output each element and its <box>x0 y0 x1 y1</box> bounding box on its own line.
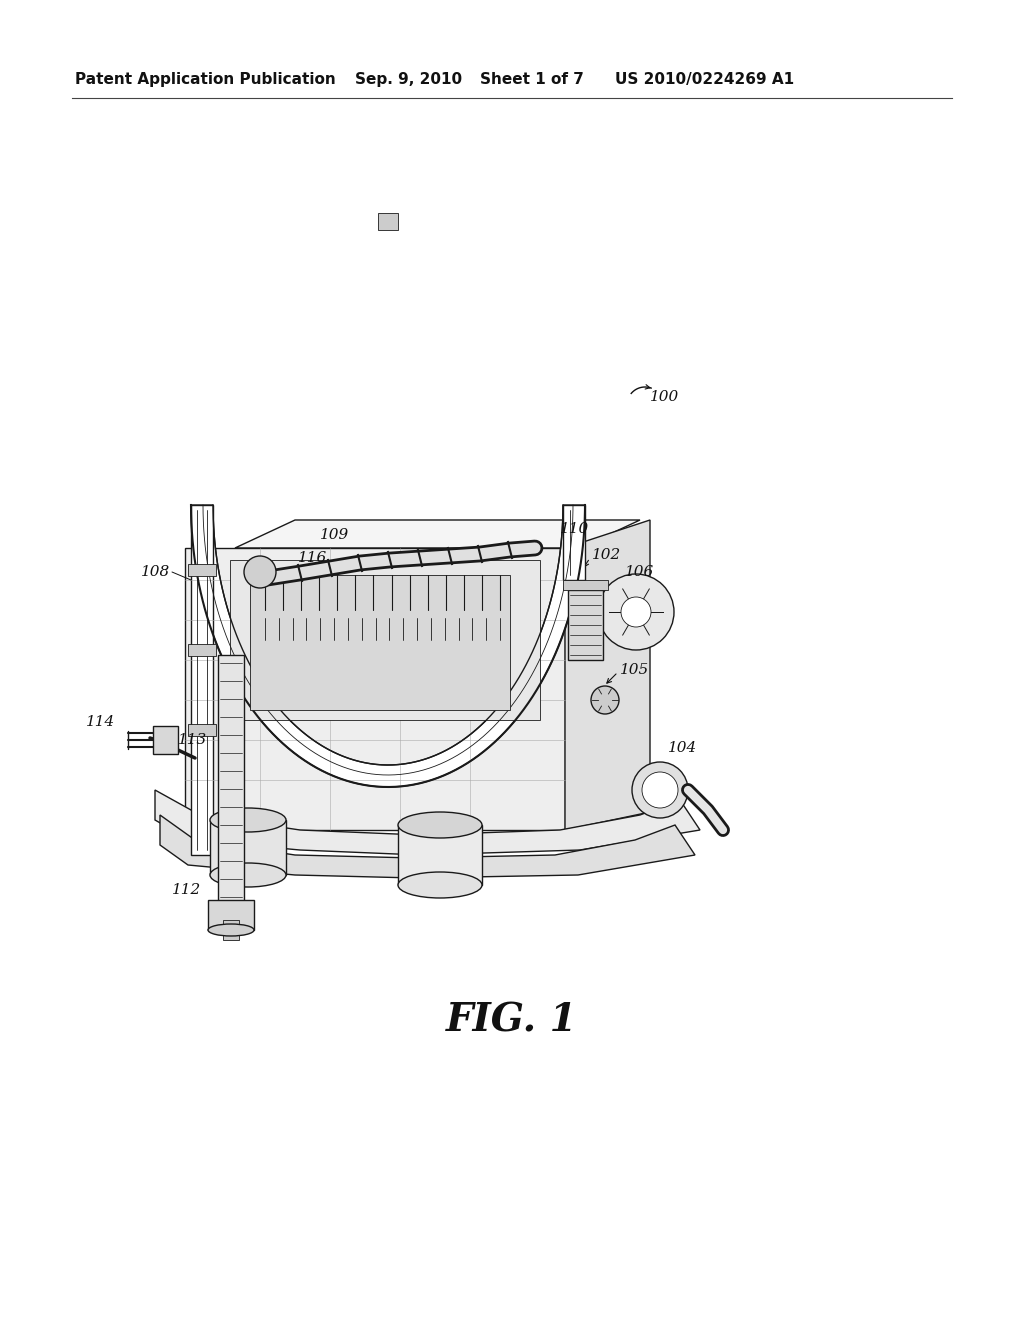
Text: 104: 104 <box>668 741 697 755</box>
Text: 109: 109 <box>319 528 349 543</box>
Polygon shape <box>568 590 603 660</box>
Text: 113: 113 <box>178 733 207 747</box>
Ellipse shape <box>398 873 482 898</box>
Ellipse shape <box>208 924 254 936</box>
Text: Sheet 1 of 7: Sheet 1 of 7 <box>480 73 584 87</box>
Text: FIG. 1: FIG. 1 <box>446 1001 578 1039</box>
Text: 110: 110 <box>560 521 589 536</box>
Polygon shape <box>223 920 239 940</box>
Text: 112: 112 <box>172 883 202 898</box>
Circle shape <box>598 574 674 649</box>
Text: 102: 102 <box>592 548 622 562</box>
Text: Sep. 9, 2010: Sep. 9, 2010 <box>355 73 462 87</box>
Text: 106: 106 <box>625 565 654 579</box>
Polygon shape <box>188 723 216 737</box>
Text: 108: 108 <box>140 565 170 579</box>
Polygon shape <box>155 789 700 855</box>
Polygon shape <box>191 506 213 855</box>
Polygon shape <box>185 548 565 830</box>
Polygon shape <box>565 520 650 830</box>
Text: US 2010/0224269 A1: US 2010/0224269 A1 <box>615 73 795 87</box>
Polygon shape <box>218 655 244 906</box>
Ellipse shape <box>210 808 286 832</box>
Circle shape <box>591 686 618 714</box>
Polygon shape <box>210 820 286 875</box>
Polygon shape <box>250 576 510 710</box>
Polygon shape <box>230 560 540 719</box>
Polygon shape <box>234 520 640 548</box>
Polygon shape <box>191 506 585 787</box>
Polygon shape <box>208 900 254 931</box>
Polygon shape <box>563 579 608 590</box>
Polygon shape <box>160 814 695 878</box>
Circle shape <box>632 762 688 818</box>
Polygon shape <box>188 644 216 656</box>
Text: Patent Application Publication: Patent Application Publication <box>75 73 336 87</box>
Text: 100: 100 <box>650 389 679 404</box>
Ellipse shape <box>210 863 286 887</box>
Text: 116: 116 <box>298 550 328 565</box>
Polygon shape <box>378 213 398 230</box>
Polygon shape <box>188 564 216 576</box>
Circle shape <box>642 772 678 808</box>
Polygon shape <box>563 506 585 579</box>
Circle shape <box>244 556 276 587</box>
Circle shape <box>621 597 651 627</box>
Polygon shape <box>153 726 178 754</box>
Text: 114: 114 <box>86 715 115 729</box>
Text: 105: 105 <box>620 663 649 677</box>
Polygon shape <box>398 825 482 884</box>
Ellipse shape <box>398 812 482 838</box>
